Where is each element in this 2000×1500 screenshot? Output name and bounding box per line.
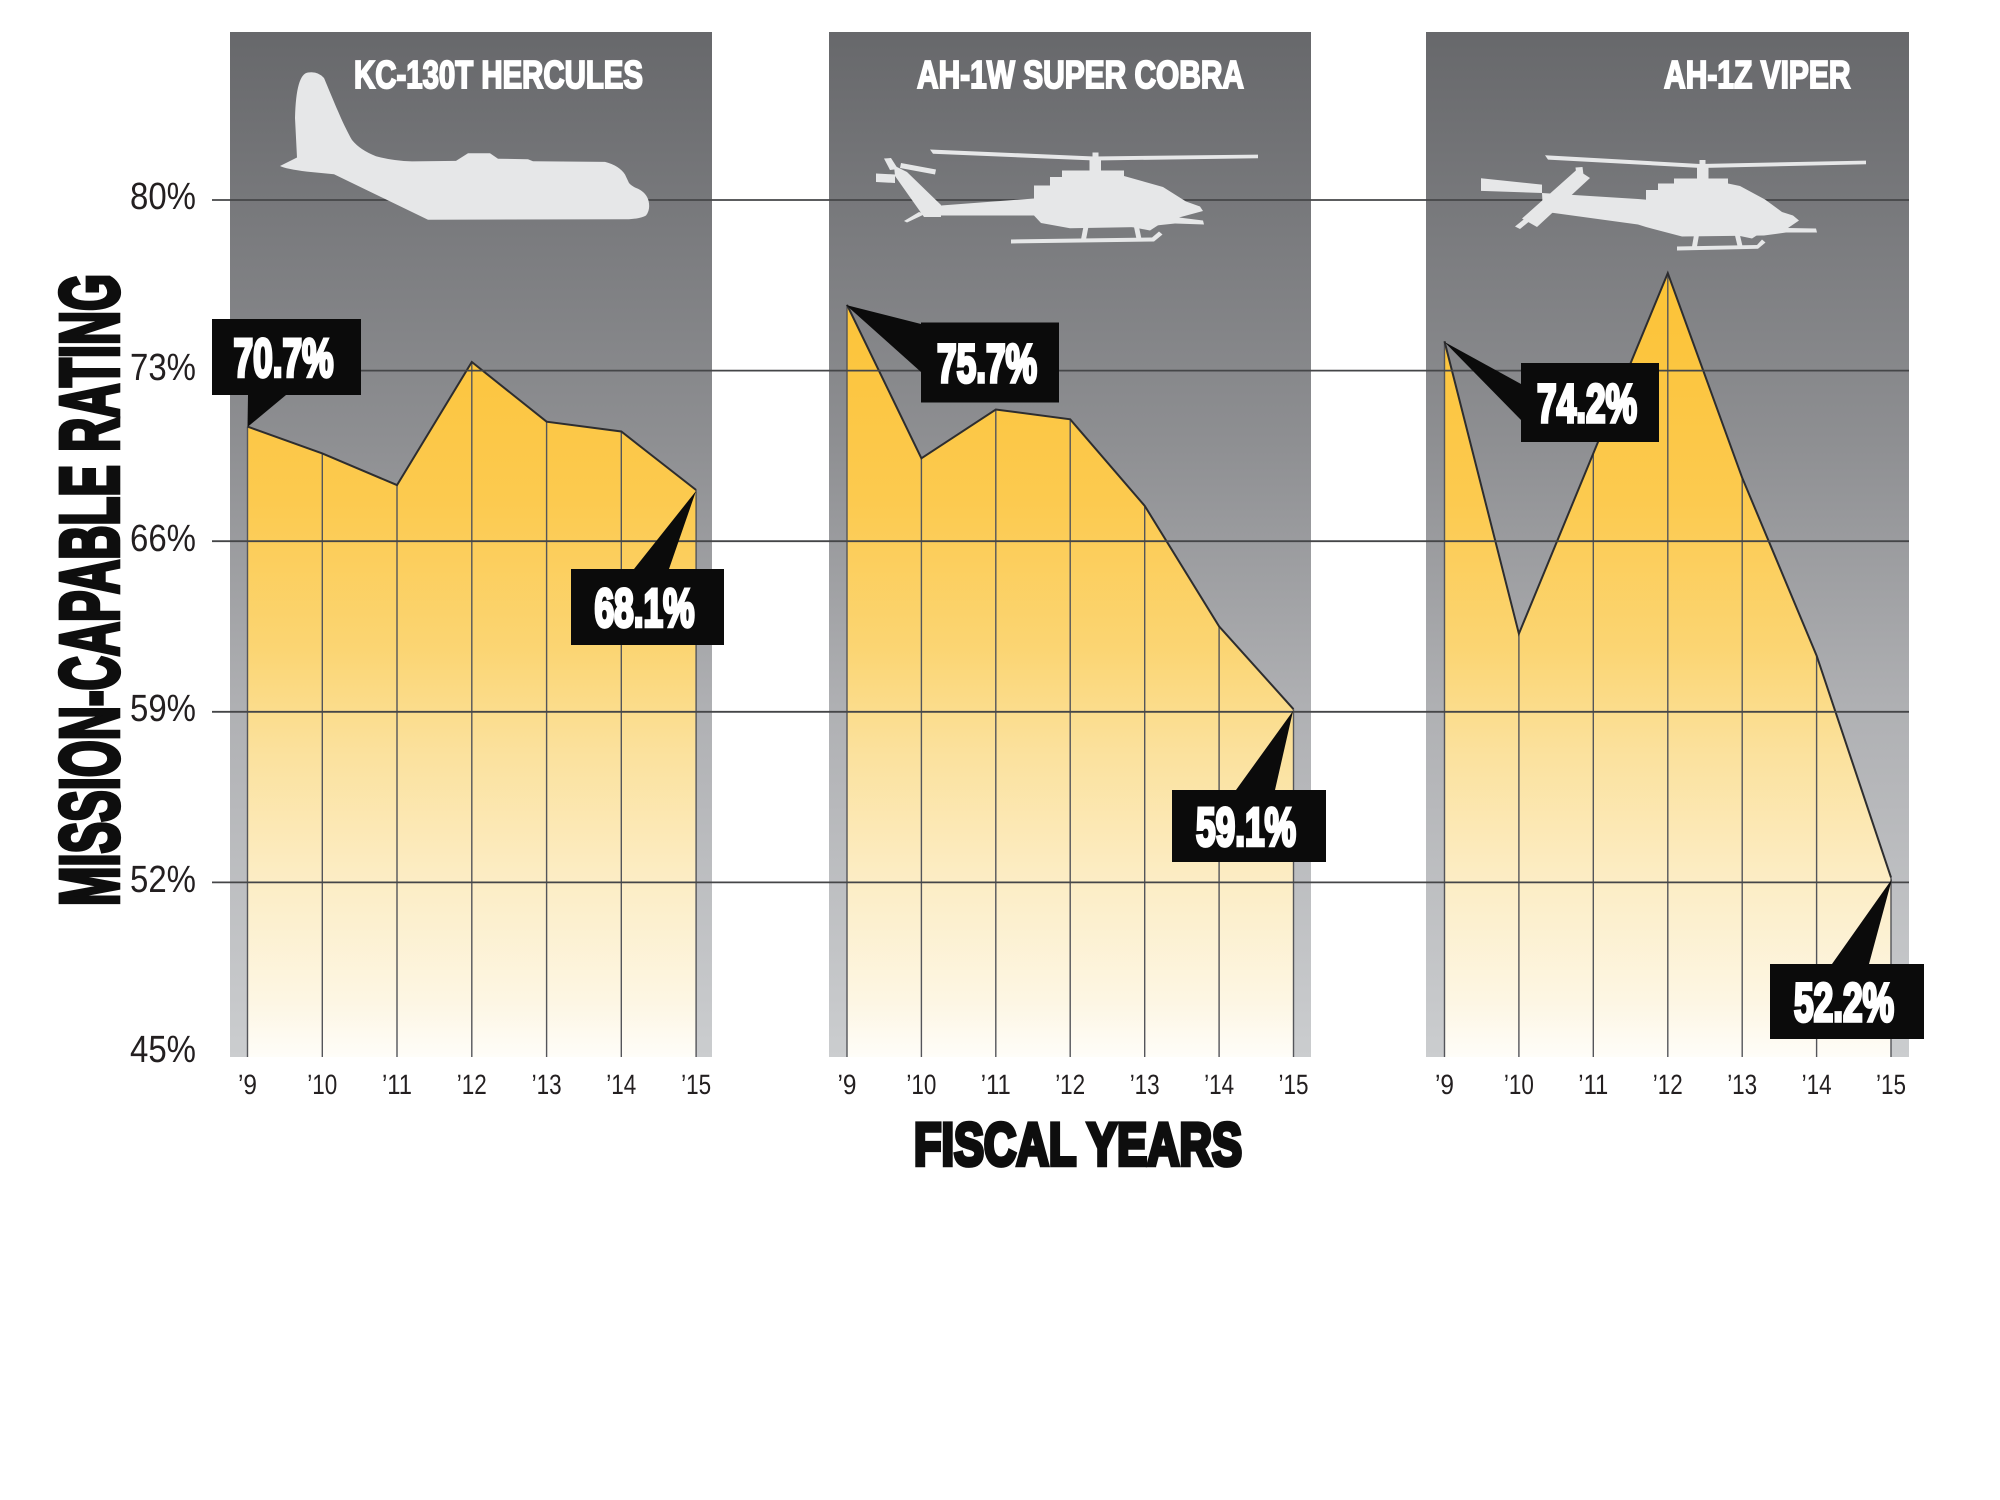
svg-text:’11: ’11 (1578, 1069, 1608, 1100)
svg-text:73%: 73% (130, 347, 196, 389)
svg-text:’12: ’12 (1653, 1069, 1683, 1100)
svg-text:FISCAL YEARS: FISCAL YEARS (914, 1111, 1242, 1178)
svg-text:68.1%: 68.1% (595, 579, 695, 639)
svg-text:’10: ’10 (1504, 1069, 1534, 1100)
svg-text:’14: ’14 (1204, 1069, 1234, 1100)
svg-text:KC-130T HERCULES: KC-130T HERCULES (354, 54, 643, 97)
svg-text:52.2%: 52.2% (1794, 973, 1894, 1033)
svg-text:’11: ’11 (981, 1069, 1011, 1100)
svg-text:’12: ’12 (457, 1069, 487, 1100)
svg-text:’15: ’15 (1876, 1069, 1906, 1100)
svg-text:59%: 59% (130, 688, 196, 730)
svg-text:’14: ’14 (1802, 1069, 1832, 1100)
svg-text:’10: ’10 (307, 1069, 337, 1100)
svg-text:’9: ’9 (1435, 1069, 1454, 1100)
svg-text:70.7%: 70.7% (234, 329, 334, 389)
svg-text:’13: ’13 (1727, 1069, 1757, 1100)
svg-text:45%: 45% (130, 1029, 196, 1071)
svg-text:’15: ’15 (1279, 1069, 1309, 1100)
svg-text:66%: 66% (130, 518, 196, 560)
svg-text:59.1%: 59.1% (1196, 798, 1296, 858)
svg-text:AH-1W SUPER COBRA: AH-1W SUPER COBRA (917, 54, 1244, 97)
svg-text:75.7%: 75.7% (937, 334, 1037, 394)
svg-text:’9: ’9 (238, 1069, 257, 1100)
svg-text:’10: ’10 (906, 1069, 936, 1100)
svg-text:’9: ’9 (838, 1069, 857, 1100)
svg-text:AH-1Z VIPER: AH-1Z VIPER (1664, 54, 1851, 97)
svg-text:’11: ’11 (382, 1069, 412, 1100)
svg-text:’14: ’14 (606, 1069, 636, 1100)
svg-text:MISSION-CAPABLE RATING: MISSION-CAPABLE RATING (43, 274, 136, 906)
svg-text:’15: ’15 (681, 1069, 711, 1100)
svg-text:’13: ’13 (532, 1069, 562, 1100)
svg-text:52%: 52% (130, 859, 196, 901)
svg-text:’12: ’12 (1055, 1069, 1085, 1100)
svg-text:80%: 80% (130, 176, 196, 218)
svg-text:74.2%: 74.2% (1537, 374, 1637, 434)
svg-text:’13: ’13 (1130, 1069, 1160, 1100)
